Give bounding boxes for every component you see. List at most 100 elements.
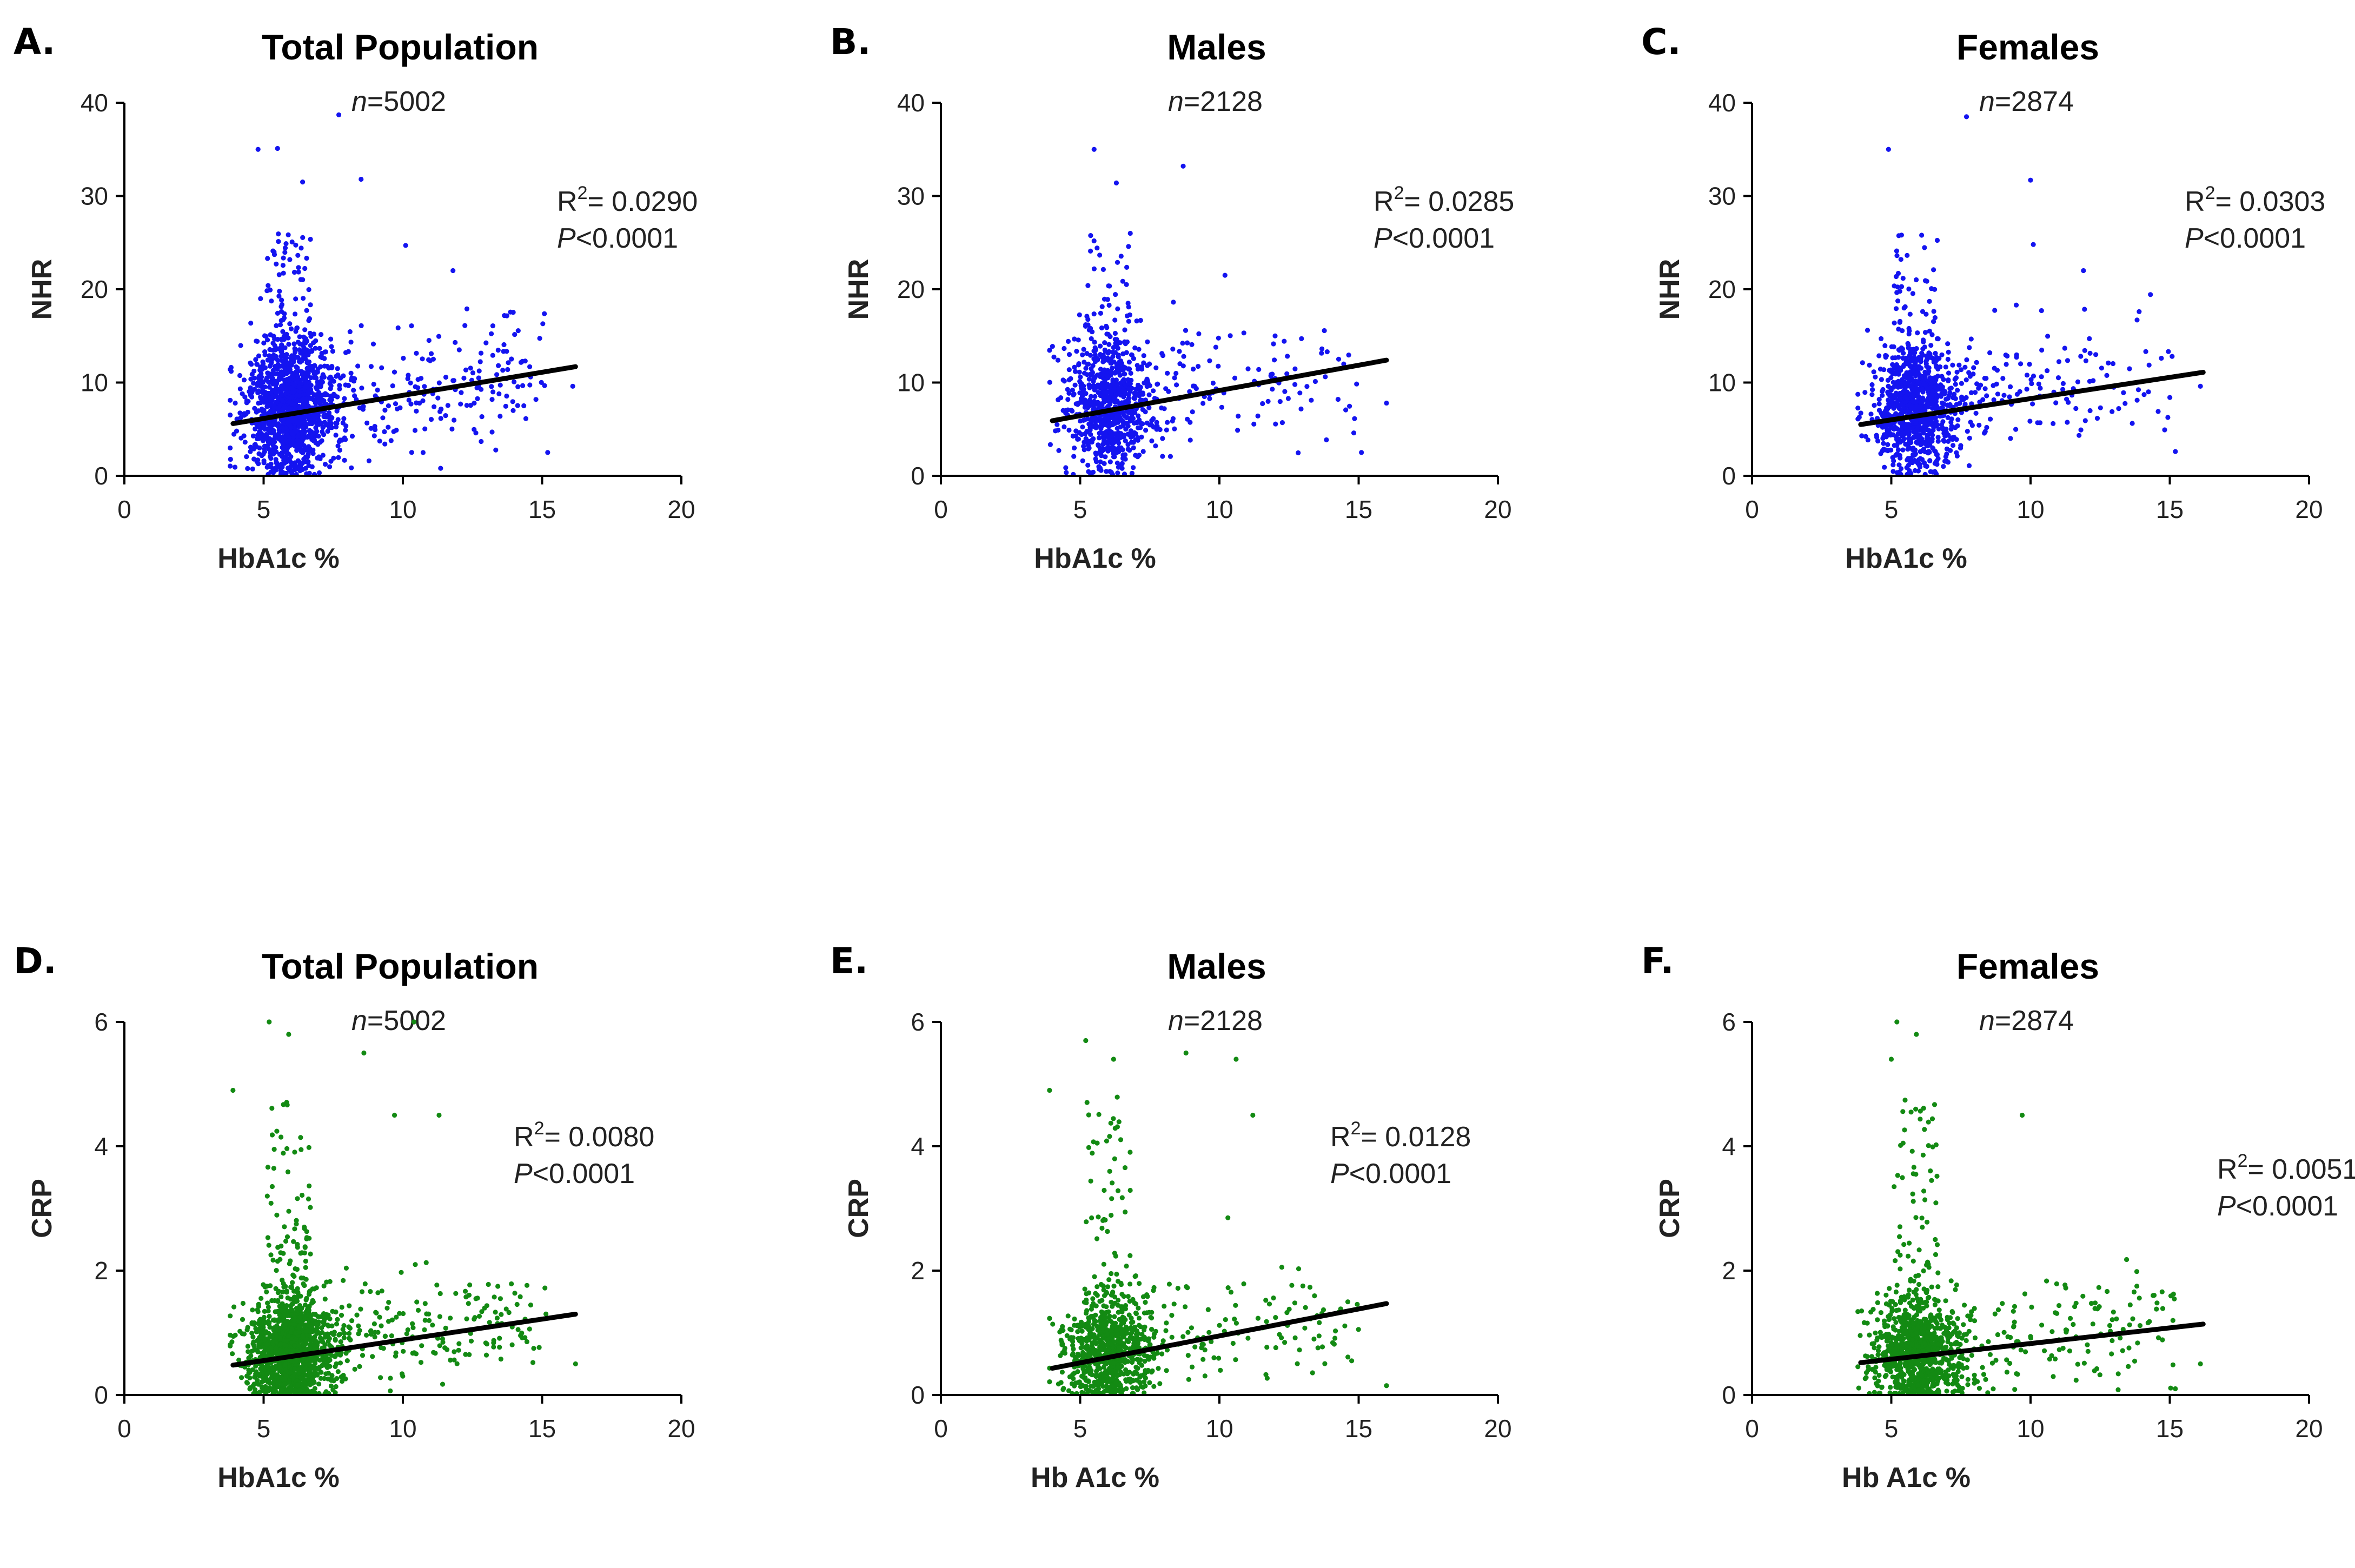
data-point xyxy=(1110,366,1115,370)
data-point xyxy=(323,393,328,397)
data-point xyxy=(1937,387,1942,391)
data-point xyxy=(1910,357,1915,362)
data-point xyxy=(327,1358,332,1363)
data-point xyxy=(271,470,276,475)
data-point xyxy=(1067,367,1072,372)
data-point xyxy=(274,1129,279,1134)
data-point xyxy=(1881,441,1886,446)
y-tick-label: 20 xyxy=(1708,275,1736,303)
data-point xyxy=(423,1318,428,1323)
data-point xyxy=(1066,391,1071,396)
data-point xyxy=(475,386,480,390)
data-point xyxy=(278,466,283,470)
data-point xyxy=(303,375,308,380)
data-point xyxy=(1905,447,1910,451)
data-point xyxy=(1108,361,1113,366)
data-point xyxy=(1319,351,1324,356)
data-point xyxy=(1170,347,1175,351)
data-point xyxy=(2014,303,2019,308)
r-squared-annotation: R2= 0.0285 xyxy=(1374,183,1514,217)
data-point xyxy=(1916,457,1921,462)
data-point xyxy=(412,1350,416,1355)
r-squared-symbol: R xyxy=(514,1121,534,1153)
data-point xyxy=(307,1145,311,1150)
data-point xyxy=(1105,446,1110,451)
data-point xyxy=(409,323,414,328)
data-point xyxy=(393,1354,398,1359)
data-point xyxy=(408,402,413,407)
data-point xyxy=(477,1314,482,1319)
data-point xyxy=(2014,355,2019,360)
data-point xyxy=(328,394,333,398)
data-point xyxy=(1126,301,1131,305)
data-point xyxy=(1940,419,1945,424)
data-point xyxy=(1092,267,1097,271)
data-point xyxy=(476,375,481,380)
data-point xyxy=(1126,319,1131,324)
data-point xyxy=(1956,363,1961,368)
data-point xyxy=(274,460,278,465)
data-point xyxy=(1941,438,1946,443)
data-point xyxy=(422,427,427,431)
data-point xyxy=(1251,422,1256,427)
data-point xyxy=(1098,466,1103,470)
data-point xyxy=(1088,233,1093,238)
data-point xyxy=(290,394,295,399)
data-point xyxy=(2036,382,2041,387)
data-point xyxy=(256,147,261,152)
data-point xyxy=(252,376,257,381)
data-point xyxy=(229,365,234,370)
data-point xyxy=(1092,238,1097,243)
data-point xyxy=(253,427,257,431)
data-point xyxy=(1892,283,1896,288)
data-point xyxy=(262,444,267,449)
data-point xyxy=(289,1359,294,1364)
data-point xyxy=(1943,454,1948,459)
data-point xyxy=(1319,347,1324,351)
data-point xyxy=(337,1332,342,1337)
sample-size-value: =2128 xyxy=(1184,86,1263,117)
data-point xyxy=(368,1289,373,1294)
data-point xyxy=(1077,370,1082,375)
y-axis-label: NHR xyxy=(843,259,874,320)
r-squared-annotation: R2= 0.0080 xyxy=(514,1118,654,1153)
data-point xyxy=(277,428,282,433)
data-point xyxy=(501,349,506,354)
data-point xyxy=(2127,366,2132,371)
data-point xyxy=(268,1252,273,1257)
data-point xyxy=(297,465,302,470)
data-point xyxy=(1094,459,1099,464)
data-point xyxy=(296,420,301,424)
panel-letter: C. xyxy=(1641,21,1681,63)
data-point xyxy=(1946,350,1951,355)
data-point xyxy=(302,1226,307,1231)
data-point xyxy=(2134,317,2139,322)
data-point xyxy=(329,421,334,426)
data-point xyxy=(473,430,478,435)
data-point xyxy=(293,296,298,301)
data-point xyxy=(1918,356,1923,361)
data-point xyxy=(313,1386,317,1391)
data-point xyxy=(1106,332,1111,337)
data-point xyxy=(419,376,423,381)
data-point xyxy=(1907,468,1912,473)
data-point xyxy=(1093,423,1098,428)
data-point xyxy=(1911,453,1916,458)
data-point xyxy=(2018,389,2022,394)
data-point xyxy=(516,1327,521,1332)
data-point xyxy=(1914,346,1919,351)
data-point xyxy=(1082,360,1086,364)
data-point xyxy=(1200,401,1205,406)
data-point xyxy=(348,329,353,334)
data-point xyxy=(1919,426,1924,431)
data-point xyxy=(1932,309,1936,314)
data-point xyxy=(435,396,440,401)
data-point xyxy=(1336,357,1341,362)
data-point xyxy=(1266,399,1271,404)
data-point xyxy=(1322,328,1327,333)
data-point xyxy=(1995,391,2000,396)
data-point xyxy=(1122,413,1127,418)
data-point xyxy=(277,289,282,294)
data-point xyxy=(420,356,425,361)
